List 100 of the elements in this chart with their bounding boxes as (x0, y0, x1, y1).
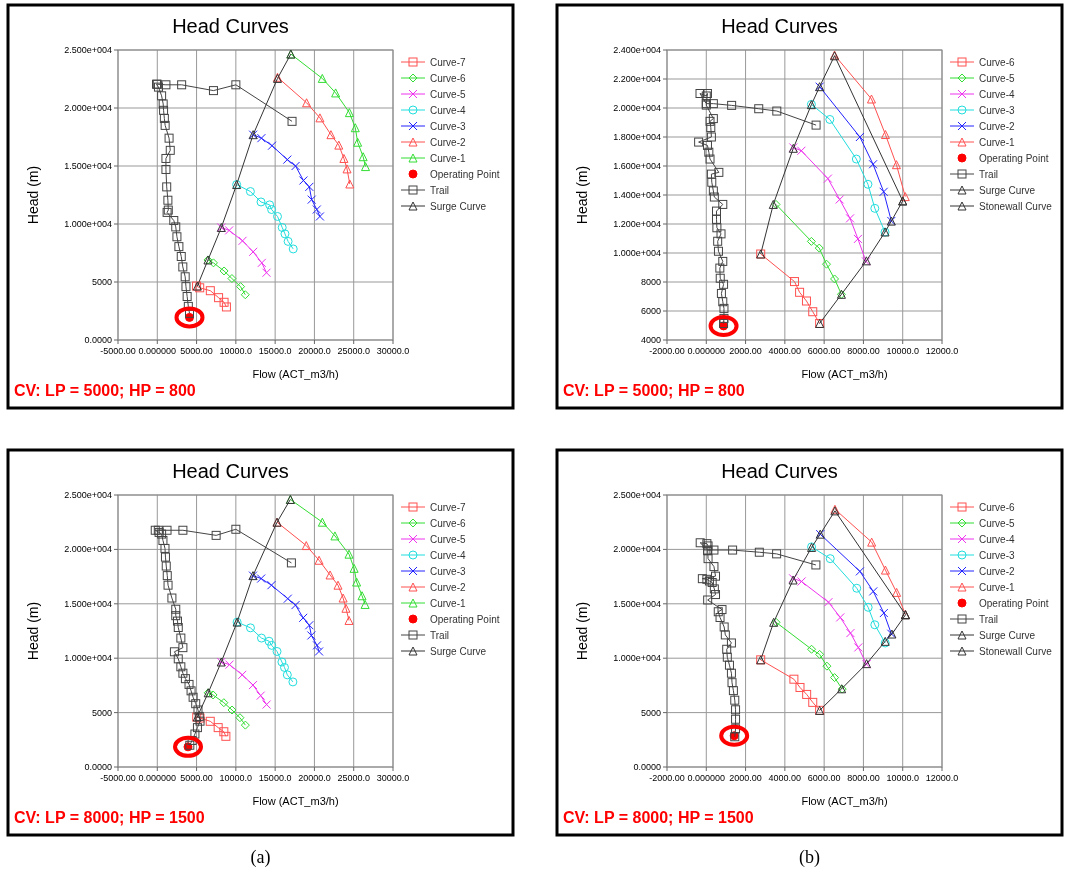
x-axis-title: Flow (ACT_m3/h) (801, 795, 888, 807)
x-tick-label: 4000.00 (768, 773, 802, 783)
x-tick-label: 8000.00 (847, 346, 880, 356)
legend-label: Curve-4 (430, 105, 466, 116)
legend-label: Curve-6 (979, 57, 1015, 68)
y-tick-label: 6000 (640, 306, 661, 316)
x-tick-label: 30000.0 (376, 346, 410, 356)
y-tick-label: 2.200e+004 (613, 74, 661, 84)
x-tick-label: 0.000000 (138, 346, 177, 356)
x-tick-label: -2000.00 (649, 346, 685, 356)
y-tick-label: 1.600e+004 (613, 161, 661, 171)
legend-label: Curve-2 (979, 566, 1015, 577)
y-tick-label: 0.0000 (84, 762, 112, 772)
legend-label: Curve-4 (430, 550, 466, 561)
legend-label: Curve-1 (430, 153, 466, 164)
x-tick-label: 12000.0 (925, 346, 959, 356)
text: CV: LP = 5000; HP = 800 (563, 382, 745, 399)
x-tick-label: 25000.0 (337, 773, 370, 783)
text: (a) (250, 847, 271, 868)
x-tick-label: 25000.0 (337, 346, 370, 356)
legend-label: Curve-6 (430, 518, 466, 529)
legend-label: Curve-1 (430, 598, 466, 609)
legend-label: Trail (430, 185, 450, 196)
legend-label: Curve-3 (430, 566, 466, 577)
legend-label: Curve-5 (430, 89, 466, 100)
legend-label: Operating Point (430, 169, 500, 180)
legend-label: Trail (979, 614, 999, 625)
x-tick-label: 20000.0 (298, 346, 331, 356)
legend-label: Curve-7 (430, 502, 466, 513)
legend-label: Surge Curve (979, 630, 1036, 641)
y-tick-label: 2.500e+004 (64, 45, 112, 55)
y-tick-label: 1.000e+004 (64, 219, 112, 229)
legend-label: Curve-4 (979, 534, 1015, 545)
y-tick-label: 1.800e+004 (613, 132, 661, 142)
text: CV: LP = 8000; HP = 1500 (563, 809, 754, 826)
y-tick-label: 1.200e+004 (613, 219, 661, 229)
x-tick-label: 20000.0 (298, 773, 331, 783)
y-tick-label: 2.400e+004 (613, 45, 661, 55)
legend-label: Surge Curve (430, 201, 487, 212)
x-tick-label: -5000.00 (100, 346, 136, 356)
y-tick-label: 8000 (640, 277, 661, 287)
legend-label: Curve-7 (430, 57, 466, 68)
x-tick-label: 15000.0 (258, 346, 292, 356)
x-tick-label: 30000.0 (376, 773, 410, 783)
y-axis-title: Head (m) (25, 601, 41, 661)
legend-label: Surge Curve (430, 646, 487, 657)
x-tick-label: -2000.00 (649, 773, 685, 783)
y-axis-title: Head (m) (574, 165, 590, 225)
x-tick-label: 5000.00 (180, 346, 213, 356)
x-tick-label: 6000.00 (807, 346, 841, 356)
x-tick-label: -5000.00 (100, 773, 136, 783)
legend-label: Operating Point (979, 153, 1049, 164)
y-tick-label: 1.000e+004 (64, 653, 112, 664)
legend-label: Stonewall Curve (979, 201, 1053, 212)
legend-label: Curve-2 (430, 137, 466, 148)
y-tick-label: 1.400e+004 (613, 190, 661, 200)
x-tick-label: 10000.0 (219, 773, 253, 783)
legend-label: Trail (979, 169, 999, 180)
y-axis-title: Head (m) (25, 165, 41, 225)
text: (b) (799, 847, 820, 868)
legend-label: Curve-2 (979, 121, 1015, 132)
x-axis-title: Flow (ACT_m3/h) (801, 368, 888, 380)
legend-label: Curve-5 (979, 518, 1015, 529)
y-tick-label: 4000 (640, 335, 661, 345)
legend-label: Curve-1 (979, 582, 1015, 593)
x-tick-label: 4000.00 (768, 346, 802, 356)
x-axis-title: Flow (ACT_m3/h) (252, 795, 339, 807)
chart-title: Head Curves (721, 460, 838, 482)
legend-label: Curve-2 (430, 582, 466, 593)
y-tick-label: 2.000e+004 (613, 103, 661, 113)
legend-label: Curve-1 (979, 137, 1015, 148)
legend-label: Curve-5 (979, 73, 1015, 84)
chart-title: Head Curves (172, 460, 289, 482)
legend-label: Curve-5 (430, 534, 466, 545)
legend-label: Curve-3 (979, 105, 1015, 116)
x-tick-label: 5000.00 (180, 773, 213, 783)
y-tick-label: 1.500e+004 (64, 598, 112, 609)
legend-label: Stonewall Curve (979, 646, 1053, 657)
y-tick-label: 5000 (91, 277, 112, 287)
x-tick-label: 0.000000 (687, 346, 726, 356)
legend-label: Curve-3 (979, 550, 1015, 561)
text: CV: LP = 8000; HP = 1500 (14, 809, 205, 826)
y-tick-label: 5000 (91, 707, 112, 718)
x-tick-label: 0.000000 (687, 773, 726, 783)
y-tick-label: 1.500e+004 (613, 598, 661, 609)
y-tick-label: 0.0000 (84, 335, 112, 345)
legend-label: Curve-3 (430, 121, 466, 132)
x-tick-label: 6000.00 (807, 773, 841, 783)
x-tick-label: 10000.0 (219, 346, 253, 356)
y-tick-label: 2.000e+004 (64, 103, 112, 113)
x-tick-label: 12000.0 (925, 773, 959, 783)
x-tick-label: 2000.00 (729, 773, 762, 783)
y-tick-label: 1.500e+004 (64, 161, 112, 171)
y-tick-label: 2.000e+004 (613, 544, 661, 555)
x-tick-label: 0.000000 (138, 773, 177, 783)
legend-label: Surge Curve (979, 185, 1036, 196)
x-tick-label: 8000.00 (847, 773, 880, 783)
y-tick-label: 2.000e+004 (64, 544, 112, 555)
y-tick-label: 2.500e+004 (64, 490, 112, 500)
legend-label: Operating Point (430, 614, 500, 625)
